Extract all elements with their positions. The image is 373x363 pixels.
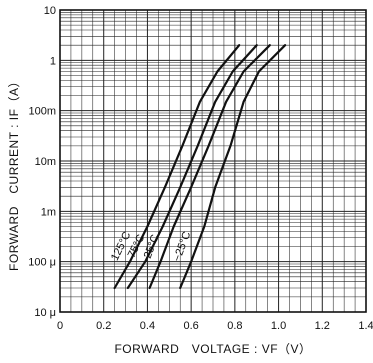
curves	[113, 44, 287, 290]
x-tick-label: 0.6	[183, 320, 198, 332]
x-tick-label: 0.2	[96, 320, 111, 332]
x-axis-title: FORWARD VOLTAGE : VF（V）	[114, 342, 311, 356]
tick-labels: 0 0.2 0.4 0.6 0.8 1.0 1.2 1.4 10 1 100m 10m 1m 100 μ 1…	[28, 5, 373, 332]
y-tick-label: 100 μ	[28, 257, 56, 269]
y-tick-label: 1	[50, 55, 56, 67]
series-line	[148, 44, 271, 290]
x-tick-label: 0.8	[227, 320, 242, 332]
y-tick-label: 100m	[28, 106, 56, 118]
plot-frame	[59, 9, 367, 313]
x-tick-label: 1.4	[358, 320, 373, 332]
x-tick-label: 1.2	[315, 320, 330, 332]
y-tick-label: 10	[44, 5, 56, 17]
x-tick-label: 0	[57, 320, 63, 332]
y-axis-title: FORWARD CURRENT : IF（A）	[7, 75, 21, 271]
curve-labels: 125°C75°C25°C −25°C	[109, 230, 193, 263]
series-line	[179, 44, 287, 290]
series-line	[113, 44, 241, 290]
series-line	[126, 44, 258, 290]
x-tick-label: 0.4	[140, 320, 155, 332]
y-tick-label: 10m	[35, 156, 56, 168]
grid	[59, 10, 367, 313]
x-tick-label: 1.0	[271, 320, 286, 332]
y-tick-label: 10 μ	[34, 307, 56, 319]
y-tick-label: 1m	[41, 206, 56, 218]
